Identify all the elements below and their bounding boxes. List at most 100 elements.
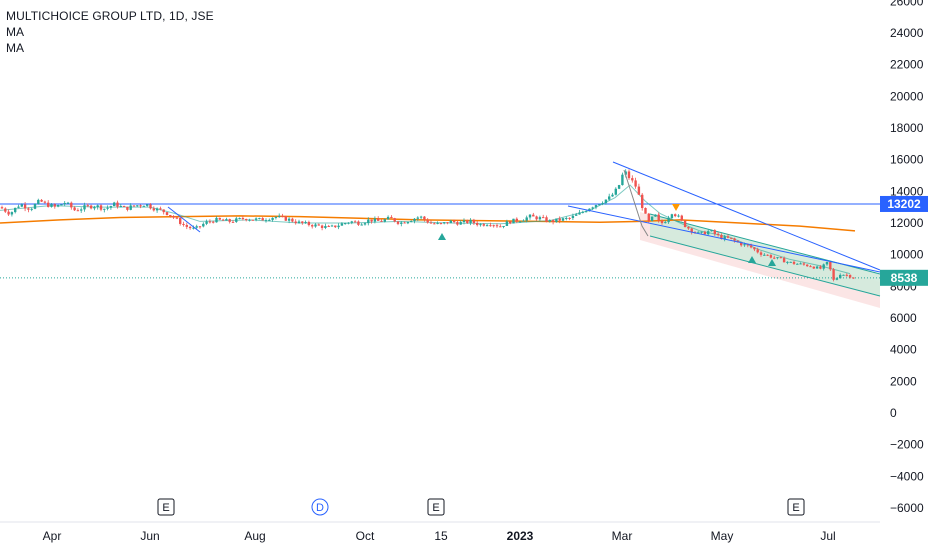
- candle-body: [413, 218, 416, 222]
- candle-body: [367, 219, 370, 224]
- candle-body: [344, 223, 347, 225]
- earnings-event-icon[interactable]: [427, 498, 445, 516]
- candle-body: [122, 206, 126, 208]
- candle-body: [608, 196, 611, 200]
- candle-body: [710, 230, 713, 232]
- candle-body: [789, 261, 792, 263]
- price-badge[interactable]: [880, 269, 928, 286]
- june-drop-line[interactable]: [167, 206, 201, 233]
- candle-body: [743, 244, 746, 246]
- candle-body: [479, 224, 482, 226]
- candle-body: [70, 202, 73, 208]
- x-tick-label: Jun: [140, 529, 159, 543]
- candle-body: [83, 205, 86, 210]
- candle-body: [835, 278, 839, 280]
- candle-body: [571, 215, 575, 219]
- candle-body: [301, 221, 304, 224]
- candle-body: [489, 225, 492, 227]
- horizontal-level-line[interactable]: [0, 203, 880, 279]
- candle-body: [548, 220, 551, 222]
- candle-body: [165, 212, 169, 216]
- candle-body: [598, 204, 601, 206]
- candle-body: [311, 225, 314, 227]
- ma-long-line: [0, 215, 856, 232]
- candle-body: [10, 212, 14, 215]
- descending-trendline[interactable]: [612, 161, 881, 271]
- candle-body: [657, 214, 660, 221]
- candle-body: [809, 266, 812, 268]
- candle-body: [370, 219, 373, 222]
- candle-body: [499, 226, 502, 228]
- candle-body: [254, 218, 258, 220]
- candle-body: [4, 208, 7, 212]
- candle-body: [86, 205, 89, 207]
- candle-body: [647, 213, 650, 221]
- candle-body: [733, 238, 736, 241]
- candle-body: [324, 225, 327, 228]
- indicator-ma-2[interactable]: MA: [6, 41, 24, 55]
- symbol-title[interactable]: MULTICHOICE GROUP LTD, 1D, JSE: [6, 9, 214, 23]
- candle-body: [314, 224, 317, 227]
- candle-body: [281, 215, 284, 217]
- candle-body: [604, 199, 608, 204]
- earnings-event-icon[interactable]: [157, 498, 175, 516]
- event-label: E: [432, 502, 439, 514]
- candle-body: [631, 178, 634, 181]
- candle-body: [634, 180, 637, 187]
- price-badge[interactable]: [880, 195, 928, 212]
- candle-body: [212, 221, 215, 223]
- event-label: D: [316, 502, 324, 514]
- candle-body: [535, 216, 538, 220]
- x-tick-label: Mar: [612, 529, 633, 543]
- candle-body: [452, 220, 456, 223]
- candle-body: [195, 226, 198, 228]
- candle-body: [27, 208, 30, 210]
- candle-body: [93, 206, 96, 209]
- candle-body: [763, 254, 766, 256]
- candle-body: [334, 225, 337, 228]
- candle-body: [690, 228, 693, 233]
- candle-body: [410, 221, 413, 223]
- candle-body: [17, 206, 20, 208]
- second-trendline[interactable]: [567, 205, 881, 273]
- y-tick-label: 20000: [890, 89, 924, 103]
- trend-channel: [640, 212, 881, 308]
- candle-body: [225, 219, 228, 221]
- candle-body: [142, 205, 146, 207]
- price-axis[interactable]: −6000−4000−20000200040006000800010000120…: [880, 0, 928, 515]
- candle-body: [697, 231, 700, 233]
- y-tick-label: 4000: [890, 343, 917, 357]
- indicator-ma-1[interactable]: MA: [6, 25, 24, 39]
- candle-body: [443, 222, 446, 224]
- candle-body: [182, 223, 185, 225]
- candle-body: [113, 202, 116, 207]
- chart-legend: MULTICHOICE GROUP LTD, 1D, JSE MA MA: [6, 8, 214, 56]
- candle-body: [786, 261, 789, 263]
- candle-body: [136, 205, 139, 207]
- earnings-event-icon[interactable]: [787, 498, 805, 516]
- candle-body: [80, 209, 83, 211]
- y-tick-label: −4000: [890, 469, 924, 483]
- candle-body: [512, 218, 515, 224]
- candle-body: [393, 218, 396, 222]
- candle-body: [802, 263, 806, 265]
- candle-body: [231, 221, 235, 223]
- candle-body: [621, 174, 624, 186]
- y-tick-label: 12000: [890, 216, 924, 230]
- dividend-event-icon[interactable]: [311, 498, 329, 516]
- candle-body: [700, 231, 703, 233]
- candle-body: [377, 218, 380, 221]
- candle-body: [327, 225, 330, 227]
- candle-body: [0, 207, 4, 209]
- trendlines[interactable]: [167, 161, 881, 273]
- candle-body: [380, 220, 383, 222]
- time-axis[interactable]: Apr Jun Aug Oct 15 2023 Mar May Jul: [0, 521, 880, 543]
- candle-body: [271, 217, 274, 220]
- candle-body: [812, 266, 815, 269]
- candle-body: [518, 221, 522, 223]
- candle-body: [740, 242, 743, 246]
- x-tick-label: 15: [434, 529, 448, 543]
- candle-body: [423, 216, 426, 220]
- x-tick-label: Jul: [820, 529, 835, 543]
